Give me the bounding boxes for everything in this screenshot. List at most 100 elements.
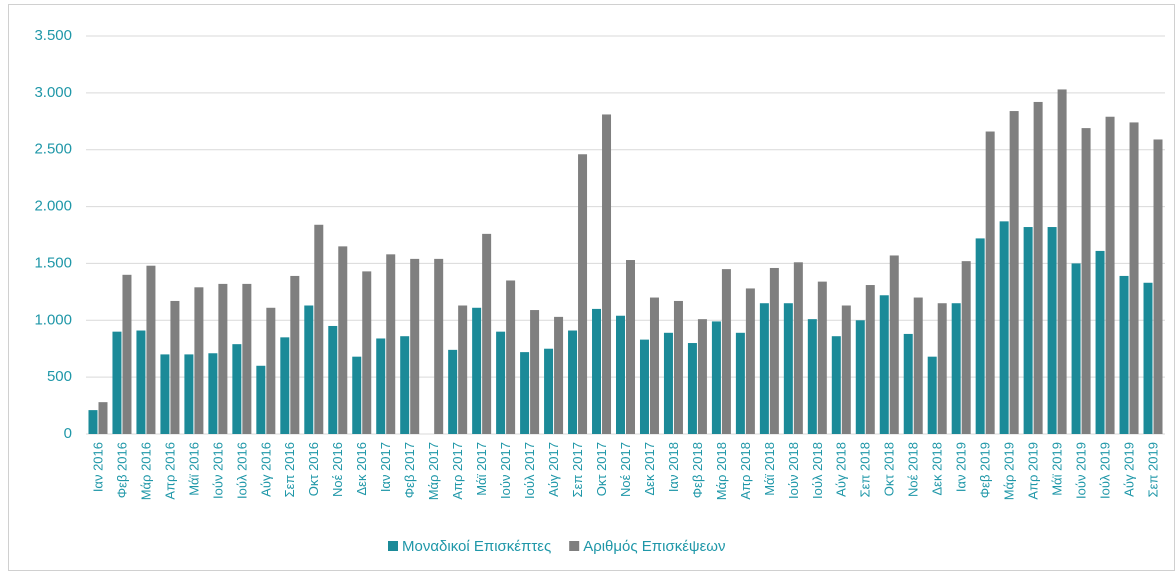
x-tick-label: Ιαν 2017 — [378, 442, 393, 492]
bar — [1009, 111, 1019, 435]
bar — [194, 287, 204, 434]
bar — [1047, 227, 1057, 434]
x-tick-label: Απρ 2016 — [162, 442, 177, 500]
bar — [232, 344, 242, 434]
bar — [889, 255, 899, 434]
bar — [1129, 122, 1139, 435]
x-tick-label: Δεκ 2016 — [354, 442, 369, 496]
bar — [1033, 101, 1043, 434]
x-tick-label: Μάϊ 2016 — [186, 442, 201, 496]
x-tick-label: Σεπ 2017 — [570, 442, 585, 497]
bar — [769, 267, 779, 434]
bar — [458, 305, 468, 434]
bar — [831, 336, 841, 434]
bar — [218, 283, 228, 434]
bar — [1057, 89, 1067, 435]
bar — [242, 283, 252, 434]
bar — [328, 325, 338, 434]
y-tick-label: 3.500 — [34, 27, 72, 44]
bar — [793, 262, 803, 434]
bar — [482, 233, 492, 434]
x-tick-label: Μάϊ 2017 — [474, 442, 489, 496]
x-tick-label: Φεβ 2017 — [402, 442, 417, 498]
y-tick-label: 500 — [47, 368, 72, 385]
y-tick-label: 0 — [64, 425, 72, 442]
bar — [544, 348, 554, 434]
bar — [951, 303, 961, 434]
bar — [472, 307, 482, 434]
bar — [266, 307, 276, 434]
x-tick-label: Φεβ 2019 — [978, 442, 993, 498]
bar — [879, 295, 889, 434]
bar — [1081, 128, 1091, 434]
bar — [256, 365, 266, 434]
bar — [208, 353, 218, 434]
bar — [602, 114, 612, 434]
bar — [999, 221, 1009, 434]
bar — [386, 254, 396, 434]
bar — [697, 319, 707, 434]
bar — [1105, 116, 1115, 434]
x-tick-label: Νοέ 2017 — [618, 442, 633, 497]
y-tick-label: 3.000 — [34, 84, 72, 101]
x-tick-label: Δεκ 2018 — [930, 442, 945, 496]
x-tick-label: Ιούλ 2018 — [810, 442, 825, 499]
bar — [1119, 275, 1129, 434]
bar — [903, 333, 913, 434]
x-tick-label: Ιούν 2019 — [1074, 442, 1089, 499]
bar — [592, 308, 602, 434]
bar — [745, 288, 755, 434]
x-tick-label: Ιούλ 2016 — [234, 442, 249, 499]
x-tick-label: Απρ 2018 — [738, 442, 753, 500]
x-tick-label: Αύγ 2017 — [546, 442, 561, 497]
x-tick-label: Αύγ 2019 — [1121, 442, 1136, 497]
bar — [290, 275, 300, 434]
bar — [807, 319, 817, 434]
bar — [98, 402, 108, 434]
x-tick-label: Ιαν 2019 — [954, 442, 969, 492]
x-tick-label: Ιούν 2016 — [210, 442, 225, 499]
bar — [136, 330, 146, 434]
bar — [649, 297, 659, 434]
bar — [448, 349, 458, 434]
legend-swatch — [388, 541, 398, 551]
x-tick-label: Νοέ 2016 — [330, 442, 345, 497]
x-tick-label: Σεπ 2016 — [282, 442, 297, 497]
bar — [1023, 227, 1033, 434]
x-tick-label: Φεβ 2018 — [690, 442, 705, 498]
bar — [506, 280, 516, 434]
x-tick-label: Ιούλ 2017 — [522, 442, 537, 499]
bar — [434, 258, 444, 434]
bar — [88, 410, 98, 434]
x-tick-label: Μάρ 2017 — [426, 442, 441, 500]
x-tick-label: Μάρ 2019 — [1002, 442, 1017, 500]
x-tick-label: Νοέ 2018 — [906, 442, 921, 497]
bar — [673, 300, 683, 434]
chart-frame — [8, 4, 1175, 571]
bar — [496, 331, 506, 434]
bar — [1153, 139, 1163, 435]
bar — [855, 320, 865, 434]
bar — [817, 281, 827, 434]
bar — [352, 356, 362, 434]
y-tick-label: 2.500 — [34, 141, 72, 158]
x-tick-label: Απρ 2017 — [450, 442, 465, 500]
y-tick-label: 2.000 — [34, 198, 72, 215]
x-tick-label: Μάϊ 2019 — [1050, 442, 1065, 496]
bar — [112, 331, 122, 434]
x-tick-label: Δεκ 2017 — [642, 442, 657, 496]
x-tick-label: Φεβ 2016 — [114, 442, 129, 498]
x-tick-label: Ιούλ 2019 — [1097, 442, 1112, 499]
x-tick-label: Απρ 2019 — [1026, 442, 1041, 500]
bar — [160, 354, 170, 434]
bar — [376, 338, 386, 434]
bar — [554, 316, 564, 434]
bar — [338, 246, 348, 434]
x-tick-label: Οκτ 2018 — [882, 442, 897, 496]
legend-label: Αριθμός Επισκέψεων — [583, 538, 725, 555]
bar — [568, 330, 578, 434]
bar — [937, 303, 947, 434]
bar — [975, 238, 985, 434]
bar — [578, 154, 588, 434]
